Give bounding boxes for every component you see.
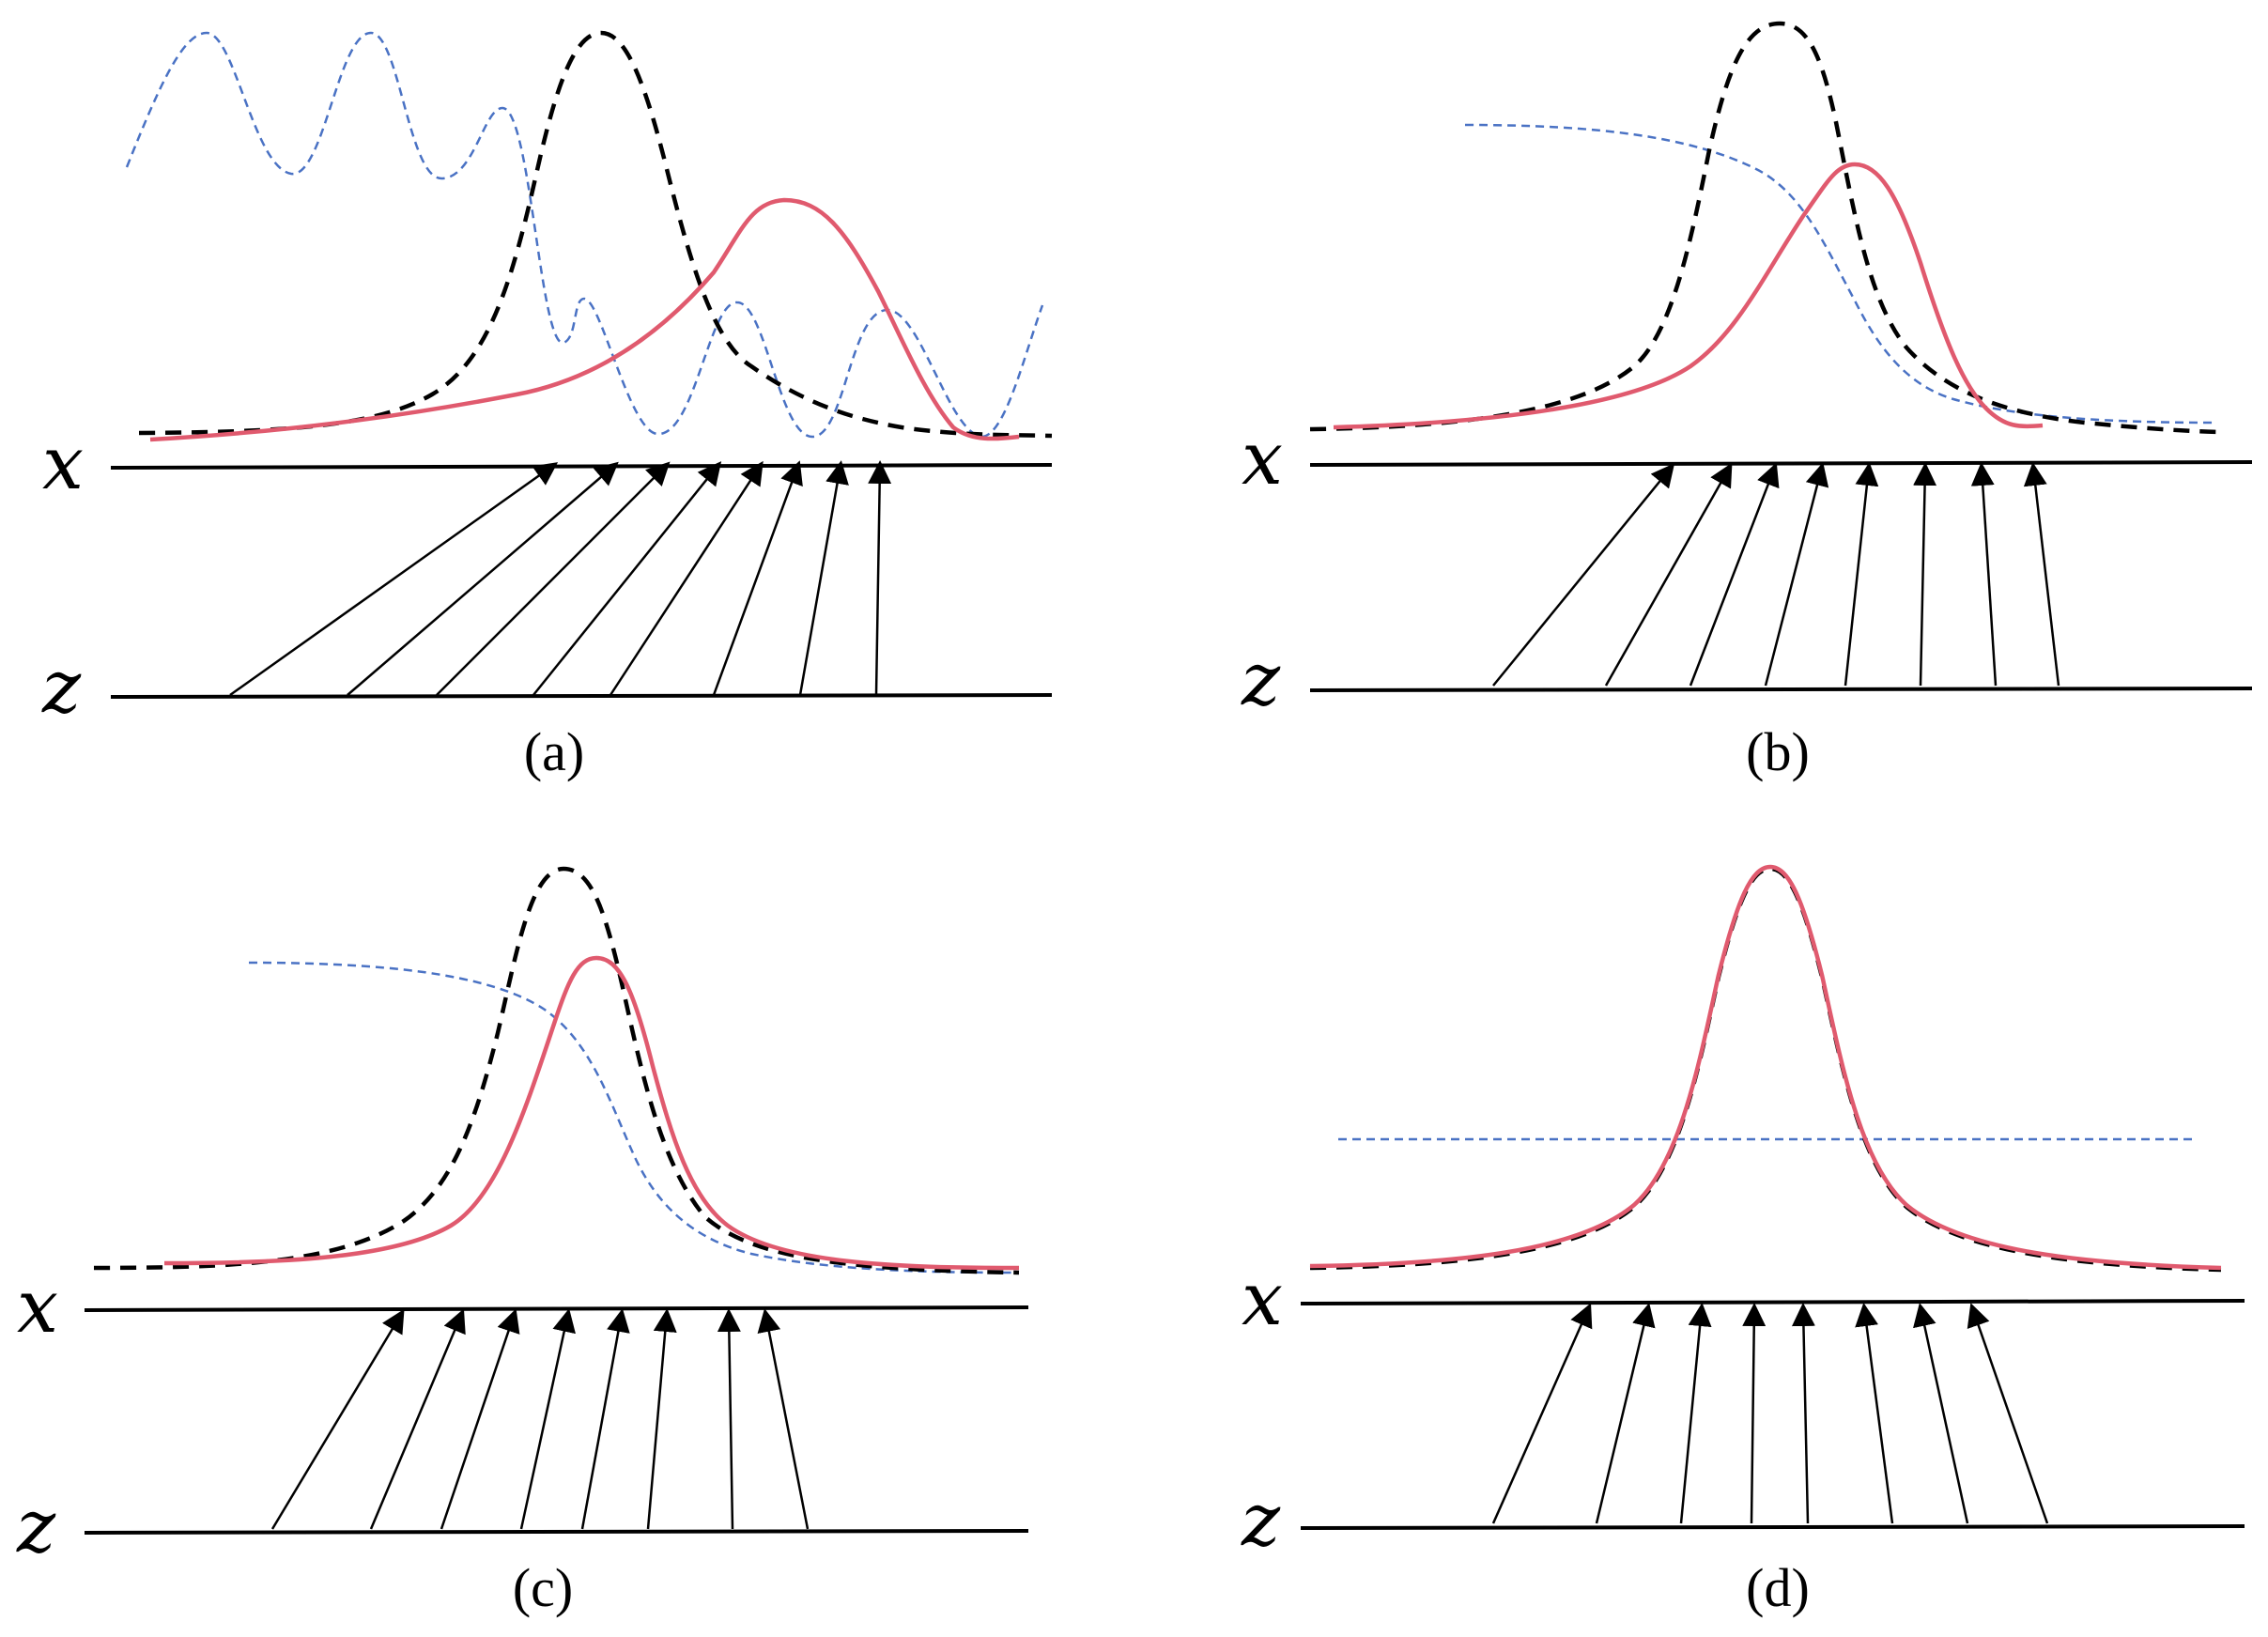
x-axis-label: x xyxy=(17,1265,58,1350)
x-axis-line xyxy=(1300,1299,2245,1305)
mapping-arrow xyxy=(270,1308,405,1530)
x-axis-line xyxy=(110,463,1053,470)
mapping-arrow xyxy=(1844,462,1879,687)
panel-a: x z (a) xyxy=(41,30,1053,782)
mapping-arrow xyxy=(532,461,722,696)
discriminator-curve xyxy=(1464,123,2217,425)
discriminator-curve xyxy=(248,961,1015,1274)
mapping-arrow xyxy=(1913,1303,1969,1524)
mapping-arrow xyxy=(1689,462,1780,687)
z-axis-label: z xyxy=(41,645,82,730)
mapping-arrow xyxy=(712,460,803,696)
mapping-arrow xyxy=(347,461,619,696)
target-density-curve xyxy=(93,866,1020,1275)
mapping-arrow xyxy=(1492,463,1675,687)
mapping-arrow xyxy=(580,1308,630,1530)
discriminator-curve xyxy=(125,31,1044,439)
mapping-arrows xyxy=(229,460,892,697)
x-axis-line xyxy=(1309,460,2253,467)
mapping-arrow xyxy=(369,1308,466,1530)
target-density-curve xyxy=(138,30,1053,439)
z-axis-line xyxy=(110,693,1053,699)
x-axis-label: x xyxy=(1242,417,1283,502)
panel-c: x z (c) xyxy=(16,866,1029,1618)
z-axis-label: z xyxy=(1241,1478,1281,1563)
mapping-arrow xyxy=(609,460,764,696)
panel-caption: (d) xyxy=(1746,1557,1810,1618)
x-axis-label: x xyxy=(1242,1258,1283,1342)
x-axis-label: x xyxy=(42,422,84,506)
mapping-arrows xyxy=(1491,1303,2049,1524)
mapping-arrows xyxy=(1492,462,2060,687)
mapping-arrow xyxy=(798,460,849,696)
mapping-arrow xyxy=(1970,462,1998,687)
mapping-arrow xyxy=(1967,1303,2049,1524)
z-axis-line xyxy=(1300,1524,2245,1530)
panel-b: x z (b) xyxy=(1241,21,2253,782)
panel-caption: (b) xyxy=(1746,721,1810,782)
model-density-curve xyxy=(1309,864,2222,1271)
model-density-curve xyxy=(1333,162,2044,430)
mapping-arrow xyxy=(1491,1303,1593,1524)
mapping-arrow xyxy=(868,460,892,696)
mapping-arrow xyxy=(2023,462,2060,687)
z-axis-line xyxy=(84,1529,1029,1535)
mapping-arrow xyxy=(717,1308,741,1530)
mapping-arrow xyxy=(1855,1303,1894,1524)
mapping-arrow xyxy=(436,461,671,696)
target-density-curve xyxy=(1309,21,2227,435)
z-axis-label: z xyxy=(16,1485,56,1569)
panel-d: x z (d) xyxy=(1241,864,2245,1618)
target-density-curve xyxy=(1309,866,2222,1273)
mapping-arrow xyxy=(757,1308,810,1530)
mapping-arrow xyxy=(1791,1303,1815,1524)
mapping-arrow xyxy=(646,1308,677,1530)
mapping-arrow xyxy=(1913,462,1937,687)
mapping-arrow xyxy=(1679,1303,1712,1524)
mapping-arrow xyxy=(440,1308,520,1530)
z-axis-label: z xyxy=(1241,638,1281,722)
model-density-curve xyxy=(149,197,1020,442)
mapping-arrows xyxy=(270,1308,810,1530)
mapping-arrow xyxy=(1604,462,1733,687)
mapping-arrow xyxy=(229,462,559,697)
mapping-arrow xyxy=(1595,1303,1656,1524)
mapping-arrow xyxy=(519,1308,576,1530)
mapping-arrow xyxy=(1764,462,1829,687)
panel-caption: (c) xyxy=(513,1557,573,1618)
mapping-arrow xyxy=(1742,1303,1767,1524)
panel-caption: (a) xyxy=(524,721,584,782)
model-density-curve xyxy=(163,955,1020,1271)
x-axis-line xyxy=(84,1305,1029,1312)
z-axis-line xyxy=(1309,687,2253,692)
